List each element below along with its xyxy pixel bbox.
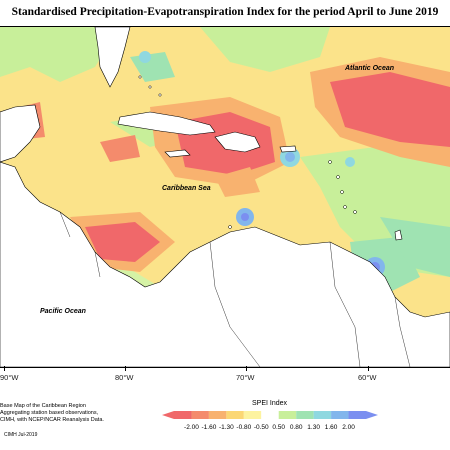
lon-tick-80w [125, 366, 126, 371]
island-bahama-1 [138, 75, 142, 79]
border-central-2 [94, 251, 101, 278]
map-title: Standardised Precipitation-Evapotranspir… [11, 6, 439, 18]
lon-tick-60w [368, 366, 369, 371]
copyright-note: CIMH Jul-2019 [4, 432, 38, 438]
credit-line-2: Aggregating station based observations, [0, 410, 99, 416]
credit-line-3: CIMH, with NCEP/NCAR Reanalysis Data. [0, 417, 104, 423]
legend-label-5: 0.50 [272, 424, 286, 431]
lon-tick-70w [246, 366, 247, 371]
lon-label-80w: 80°W [115, 373, 134, 382]
legend-swatch-7 [296, 411, 314, 419]
island-curacao [228, 225, 232, 229]
map-credits: Base Map of the Caribbean Region Aggrega… [0, 403, 104, 424]
land-puerto-rico [279, 145, 297, 153]
atlantic-ocean-label: Atlantic Ocean [345, 65, 395, 72]
wet-spot-antilles [345, 157, 355, 167]
legend-swatch-3 [226, 411, 244, 419]
lon-label-70w: 70°W [236, 373, 255, 382]
lon-label-90w: 90°W [0, 373, 19, 382]
wet-spot-pr [285, 152, 295, 162]
border-colombia-venezuela [209, 241, 261, 367]
dry-zone-sw [85, 222, 160, 262]
land-central-south-america [0, 161, 450, 367]
border-guyana-suriname [394, 296, 411, 367]
wet-spot-aruba [241, 213, 249, 221]
legend-swatch-4 [243, 411, 262, 419]
legend-swatch-0 [162, 411, 192, 419]
legend-swatch-5 [261, 411, 279, 419]
legend-label-0: -2.00 [184, 424, 199, 431]
dry-zone-jamaica [100, 135, 140, 162]
legend-label-7: 1.30 [307, 424, 320, 431]
dry-zone-caribbean [215, 167, 260, 197]
legend-swatch-1 [191, 411, 209, 419]
legend-labels: -2.00 -1.60 -1.30 -0.80 -0.50 0.50 0.80 1.30 1.6… [175, 424, 375, 434]
legend-swatch-2 [208, 411, 227, 419]
legend-label-4: -0.50 [253, 424, 269, 431]
border-venezuela-guyana [329, 241, 361, 367]
legend-label-1: -1.60 [201, 424, 217, 431]
spei-map: Atlantic Ocean Caribbean Sea Pacific Oce… [0, 26, 450, 368]
wet-zone-gulf [0, 27, 120, 82]
land-florida [94, 27, 131, 88]
legend-colorbar [162, 411, 378, 419]
legend-swatch-8 [313, 411, 332, 419]
border-central-1 [59, 211, 71, 238]
land-yucatan [0, 104, 41, 163]
legend-label-8: 1.60 [324, 424, 338, 431]
legend-swatch-10 [348, 411, 378, 419]
legend-title: SPEI Index [252, 400, 288, 407]
island-martinique [340, 190, 344, 194]
pacific-ocean-label: Pacific Ocean [40, 308, 86, 315]
land-masses [0, 27, 450, 367]
credit-line-1: Base Map of the Caribbean Region [0, 403, 86, 409]
legend-swatch-6 [278, 411, 297, 419]
wet-spot-bahamas [139, 51, 151, 63]
country-borders [59, 211, 411, 367]
legend-label-2: -1.30 [218, 424, 234, 431]
spei-map-canvas [0, 27, 450, 367]
lon-tick-90w [4, 366, 5, 371]
island-antigua [328, 160, 332, 164]
land-hispaniola [214, 131, 261, 153]
island-st-lucia [343, 205, 347, 209]
small-islands [138, 75, 357, 229]
island-bahama-2 [148, 85, 152, 89]
dry-zone-atlantic [330, 72, 450, 147]
legend-label-9: 2.00 [342, 424, 355, 431]
lon-label-60w: 60°W [358, 373, 377, 382]
land-jamaica [164, 149, 191, 158]
legend-swatch-9 [331, 411, 349, 419]
legend-label-6: 0.80 [289, 424, 303, 431]
island-guadeloupe [336, 175, 340, 179]
island-bahama-3 [158, 93, 162, 97]
island-barbados [353, 210, 357, 214]
wet-zone-north [200, 27, 330, 72]
caribbean-sea-label: Caribbean Sea [162, 185, 211, 192]
land-cuba [117, 111, 216, 136]
legend-label-3: -0.80 [236, 424, 252, 431]
land-trinidad [394, 229, 403, 241]
